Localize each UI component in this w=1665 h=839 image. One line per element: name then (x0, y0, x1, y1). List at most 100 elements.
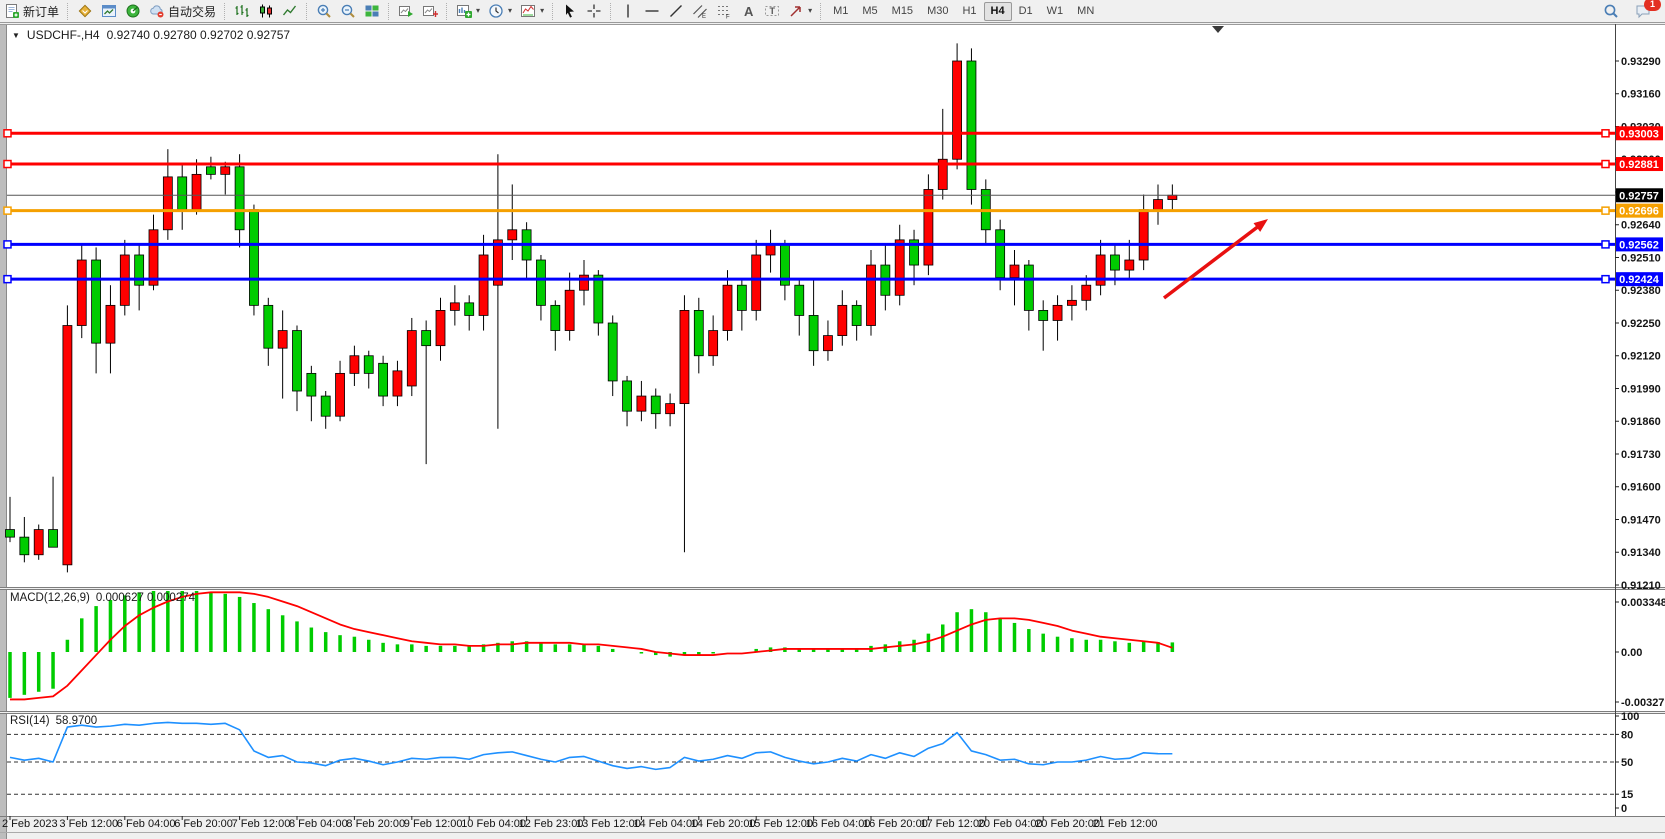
vertical-line-button[interactable] (616, 2, 640, 21)
svg-text:13 Feb 12:00: 13 Feb 12:00 (576, 818, 641, 830)
candle-body (622, 380, 632, 412)
autotrading-button[interactable]: 自动交易 (145, 2, 220, 21)
timeframe-mn-button[interactable]: MN (1077, 4, 1095, 17)
bar-chart-button[interactable] (230, 2, 254, 21)
chart-plus-glyph (457, 5, 473, 18)
candle-body (33, 529, 44, 556)
candlestick-button[interactable] (254, 2, 278, 21)
pane-separator[interactable] (0, 587, 1665, 590)
candle-body (1138, 209, 1149, 261)
toolbar-separator (306, 2, 308, 20)
candle-body (550, 304, 561, 331)
vline-glyph (627, 4, 629, 18)
rsi-levels (7, 733, 1615, 795)
svg-text:0.91730: 0.91730 (1621, 449, 1661, 461)
zoom-out-button[interactable] (336, 2, 360, 21)
zoom-in-button[interactable] (312, 2, 336, 21)
timeframe-m1-button[interactable]: M1 (833, 4, 849, 17)
rsi-name: RSI(14) (10, 715, 50, 727)
svg-text:T: T (770, 6, 776, 16)
crosshair-button[interactable] (582, 2, 606, 21)
time-axis[interactable]: 2 Feb 2023 3 Feb 12:006 Feb 04:006 Feb 20… (2, 816, 1157, 830)
candle-body (1167, 194, 1178, 200)
timeframe-m5-button[interactable]: M5 (862, 4, 878, 17)
arrows-button[interactable]: ▾ (784, 2, 816, 21)
tile-windows-button[interactable] (360, 2, 384, 21)
svg-text:E: E (702, 14, 706, 19)
candle-body (234, 166, 245, 231)
periods-button[interactable]: ▾ (484, 2, 516, 21)
svg-text:0.92424: 0.92424 (1619, 274, 1660, 286)
timeframe-m15-button[interactable]: M15 (891, 4, 914, 17)
dropdown-caret-icon[interactable]: ▾ (540, 6, 545, 15)
chart-shift-marker-icon[interactable] (1212, 26, 1224, 33)
timeframe-h4-button[interactable]: H4 (983, 1, 1012, 21)
svg-text:A: A (744, 4, 754, 19)
text-button[interactable]: A (736, 2, 760, 21)
chart-symbol-period: USDCHF-,H4 (26, 28, 100, 42)
equidistant-channel-button[interactable]: E (688, 2, 712, 21)
svg-text:21 Feb 12:00: 21 Feb 12:00 (1093, 818, 1158, 830)
dropdown-caret-icon[interactable]: ▾ (476, 6, 481, 15)
autotrading-button-label: 自动交易 (168, 4, 217, 19)
dropdown-caret-icon[interactable]: ▾ (508, 6, 513, 15)
candle-body (952, 60, 962, 160)
svg-text:17 Feb 12:00: 17 Feb 12:00 (920, 818, 985, 830)
candle-body (349, 355, 360, 374)
timeframe-m30-button[interactable]: M30 (927, 4, 949, 17)
svg-text:8 Feb 04:00: 8 Feb 04:00 (289, 818, 348, 830)
auto-scroll-button[interactable] (394, 2, 418, 21)
candle-body (249, 209, 259, 306)
horizontal-line-button[interactable] (640, 2, 664, 21)
fibonacci-button[interactable]: F (712, 2, 736, 21)
dropdown-caret-icon[interactable]: ▾ (808, 6, 813, 15)
chevron-down-icon[interactable]: ▼ (12, 30, 20, 40)
candle-body (1081, 284, 1092, 301)
price-lines[interactable]: 0.93003 0.92881 0.92696 0.92562 0.92424 (3, 126, 1663, 287)
time-axis-strip[interactable] (0, 816, 1665, 839)
timeframe-w1-button[interactable]: W1 (1046, 4, 1064, 17)
data-window-button[interactable] (97, 2, 121, 21)
line-handle (3, 129, 12, 138)
svg-text:0: 0 (1621, 803, 1627, 815)
navigator-button[interactable] (121, 2, 145, 21)
new-order-button[interactable]: 新订单 (0, 2, 63, 21)
rsi-line (9, 721, 1173, 771)
toolbar-separator (224, 2, 226, 20)
search-button[interactable] (1599, 2, 1623, 21)
templates-button[interactable]: ▾ (516, 2, 548, 21)
doc-plus-glyph (6, 4, 19, 18)
trend-arrow[interactable] (1162, 222, 1263, 300)
chart-shift-button[interactable] (418, 2, 442, 21)
textA-glyph: A (744, 4, 754, 19)
text-label-button[interactable]: T (760, 2, 784, 21)
candle-body (909, 239, 919, 266)
svg-text:6 Feb 04:00: 6 Feb 04:00 (117, 818, 176, 830)
price-line-label (1616, 157, 1663, 172)
svg-text:0.91600: 0.91600 (1621, 482, 1661, 494)
candle-body (91, 259, 101, 344)
candle-body (1095, 254, 1106, 286)
cursor-button[interactable] (558, 2, 582, 21)
timeframe-h1-button[interactable]: H1 (962, 4, 977, 17)
svg-text:6 Feb 20:00: 6 Feb 20:00 (174, 818, 233, 830)
template-glyph (521, 5, 536, 17)
market-watch-button[interactable] (73, 2, 97, 21)
gold-cube-glyph (78, 4, 92, 18)
candle-body (1009, 264, 1020, 279)
svg-text:16 Feb 20:00: 16 Feb 20:00 (863, 818, 928, 830)
notifications-button[interactable]: 1 (1631, 0, 1661, 21)
line-chart-button[interactable] (278, 2, 302, 21)
svg-text:7 Feb 12:00: 7 Feb 12:00 (232, 818, 291, 830)
timeframe-d1-button[interactable]: D1 (1018, 4, 1033, 17)
candle-body (392, 370, 403, 397)
toolbar-right: 1 (1599, 0, 1665, 21)
pane-separator[interactable] (0, 711, 1665, 714)
rsi-indicator-label: RSI(14) 58.9700 (10, 715, 97, 727)
price-line-label (1616, 203, 1663, 218)
trendline-button[interactable] (664, 2, 688, 21)
candle-body (607, 322, 618, 382)
toolbar-separator (552, 2, 554, 20)
new-chart-button[interactable]: ▾ (452, 2, 484, 21)
